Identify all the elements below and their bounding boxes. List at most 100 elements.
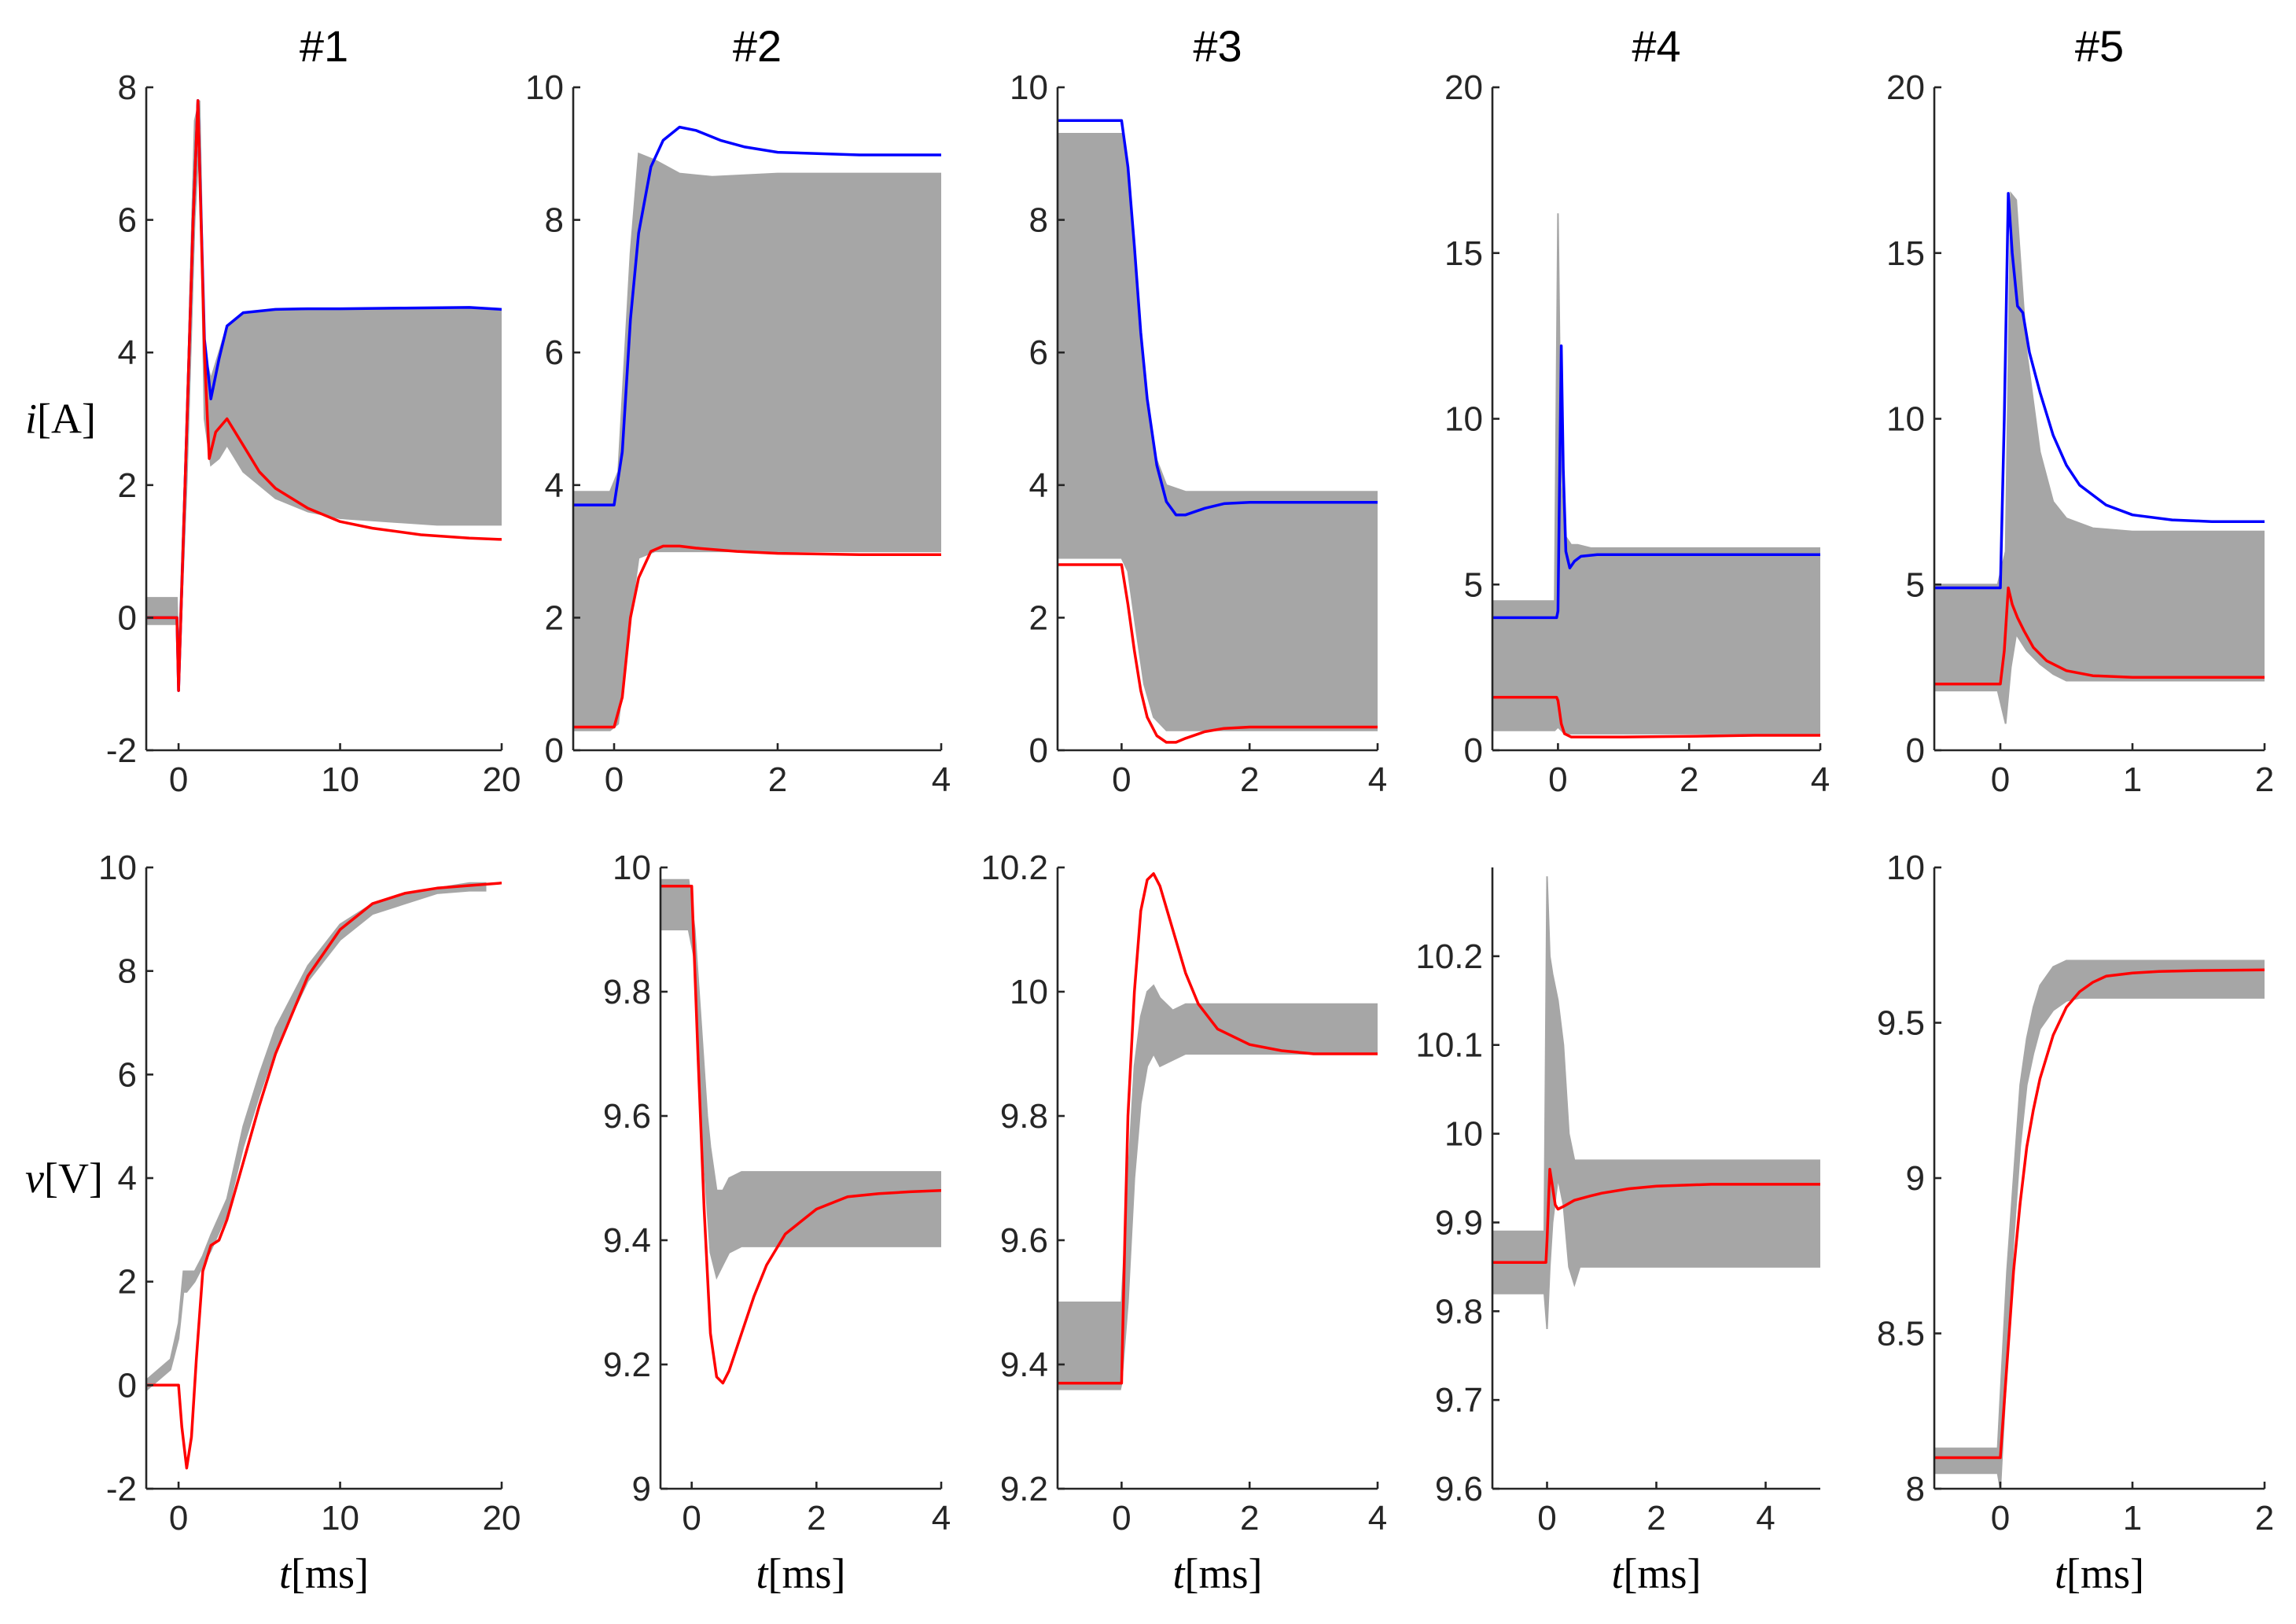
p3-voltage-x-tick-label: 0 bbox=[1112, 1499, 1131, 1537]
p4-current-y-tick-label: 0 bbox=[1464, 731, 1483, 770]
p2-voltage-y-tick-label: 10 bbox=[613, 849, 651, 887]
p4-voltage-panel: 0 2 4 9.6 9.7 9.8 9.9 10 10.1 10.2 t[ms] bbox=[1415, 867, 1820, 1597]
p1-current-y-label: i[A] bbox=[25, 396, 96, 443]
p4-current-x-tick-label: 0 bbox=[1548, 760, 1567, 799]
p2-voltage-lower-line bbox=[660, 884, 941, 1385]
p3-voltage-plot-area bbox=[1058, 872, 1378, 1390]
p1-voltage-y-tick-label: 8 bbox=[118, 952, 137, 991]
p3-current-title: #3 bbox=[1193, 21, 1242, 71]
p1-voltage-panel: 0 10 20 -2 0 2 4 6 8 10 t[ms] v[V] bbox=[25, 849, 521, 1597]
p2-current-x-tick-label: 0 bbox=[605, 760, 624, 799]
p3-voltage-y-tick-label: 9.2 bbox=[1000, 1470, 1048, 1508]
p1-current-panel: 0 10 20 -2 0 2 4 6 8 #1 i[A] bbox=[25, 21, 521, 799]
p2-current-y-tick-label: 8 bbox=[545, 201, 564, 240]
p5-voltage-y-tick-label: 10 bbox=[1886, 849, 1925, 887]
p4-voltage-y-tick-label: 9.6 bbox=[1435, 1470, 1483, 1508]
p3-voltage-y-tick-label: 9.6 bbox=[1000, 1221, 1048, 1260]
p3-current-plot-area bbox=[1058, 119, 1378, 744]
p2-current-title: #2 bbox=[733, 21, 782, 71]
p3-voltage-x-tick-label: 2 bbox=[1240, 1499, 1259, 1537]
p1-current-plot-area bbox=[146, 99, 502, 692]
p4-current-lower-line bbox=[1492, 695, 1820, 738]
p3-current-panel: 0 2 4 0 2 4 6 8 10 #3 bbox=[1010, 21, 1387, 799]
p1-current-y-tick-label: 0 bbox=[118, 598, 137, 637]
p4-current-y-tick-label: 10 bbox=[1444, 400, 1483, 439]
p1-voltage-lower-line bbox=[146, 882, 502, 1470]
p4-voltage-y-tick-label: 10.1 bbox=[1415, 1026, 1483, 1065]
p3-voltage-lower-line bbox=[1058, 872, 1378, 1385]
p1-voltage-y-tick-label: 0 bbox=[118, 1366, 137, 1405]
p5-voltage-y-tick-label: 8 bbox=[1906, 1470, 1925, 1508]
p2-voltage-y-tick-label: 9.2 bbox=[603, 1346, 651, 1384]
p2-voltage-y-tick-label: 9.4 bbox=[603, 1221, 651, 1260]
p3-voltage-envelope-band bbox=[1058, 984, 1378, 1390]
p2-current-y-tick-label: 2 bbox=[545, 598, 564, 637]
p4-voltage-envelope-band bbox=[1492, 876, 1820, 1329]
p2-voltage-x-tick-label: 4 bbox=[932, 1499, 951, 1537]
p5-current-y-tick-label: 15 bbox=[1886, 234, 1925, 273]
p2-voltage-plot-area bbox=[660, 878, 941, 1385]
p1-voltage-plot-area bbox=[146, 882, 502, 1470]
p3-voltage-y-tick-label: 10 bbox=[1010, 973, 1048, 1011]
p4-current-upper-line bbox=[1492, 344, 1820, 620]
p1-voltage-y-tick-label: 2 bbox=[118, 1263, 137, 1302]
p5-voltage-y-tick-label: 8.5 bbox=[1877, 1315, 1925, 1353]
p2-current-x-tick-label: 2 bbox=[768, 760, 787, 799]
p2-voltage-x-label: t[ms] bbox=[756, 1550, 846, 1597]
p4-voltage-plot-area bbox=[1492, 876, 1820, 1329]
p5-current-upper-line bbox=[1934, 192, 2265, 590]
p2-voltage-y-tick-label: 9 bbox=[632, 1470, 651, 1508]
p1-voltage-x-label: t[ms] bbox=[279, 1550, 369, 1597]
p4-current-x-tick-label: 4 bbox=[1811, 760, 1830, 799]
p1-voltage-y-tick-label: -2 bbox=[106, 1470, 137, 1508]
p4-voltage-y-tick-label: 10 bbox=[1444, 1115, 1483, 1154]
p5-current-y-tick-label: 20 bbox=[1886, 68, 1925, 107]
p3-current-envelope-band bbox=[1058, 133, 1378, 731]
p3-current-lower-line bbox=[1058, 563, 1378, 744]
p2-current-plot-area bbox=[573, 125, 941, 731]
p3-current-y-tick-label: 10 bbox=[1010, 68, 1048, 107]
p3-current-y-tick-label: 0 bbox=[1029, 731, 1048, 770]
p3-current-y-tick-label: 6 bbox=[1029, 333, 1048, 372]
p4-voltage-x-tick-label: 4 bbox=[1756, 1499, 1775, 1537]
p1-current-y-tick-label: -2 bbox=[106, 731, 137, 770]
p3-current-y-tick-label: 8 bbox=[1029, 201, 1048, 240]
p2-current-y-tick-label: 6 bbox=[545, 333, 564, 372]
p5-current-envelope-band bbox=[1934, 191, 2265, 724]
p4-current-x-tick-label: 2 bbox=[1680, 760, 1698, 799]
p4-voltage-x-label: t[ms] bbox=[1612, 1550, 1702, 1597]
p1-current-x-tick-label: 0 bbox=[169, 760, 188, 799]
p3-voltage-x-label: t[ms] bbox=[1173, 1550, 1263, 1597]
p1-voltage-y-tick-label: 10 bbox=[98, 849, 137, 887]
p5-voltage-lower-line bbox=[1934, 968, 2265, 1460]
p2-voltage-y-tick-label: 9.6 bbox=[603, 1097, 651, 1136]
p4-current-title: #4 bbox=[1632, 21, 1680, 71]
p1-voltage-envelope-band bbox=[146, 882, 487, 1392]
p5-voltage-x-tick-label: 1 bbox=[2123, 1499, 2142, 1537]
p4-current-envelope-band bbox=[1492, 213, 1820, 735]
p1-current-y-tick-label: 8 bbox=[118, 68, 137, 107]
p2-voltage-x-tick-label: 0 bbox=[682, 1499, 701, 1537]
p5-voltage-envelope-band bbox=[1934, 959, 2265, 1490]
p3-current-x-tick-label: 4 bbox=[1368, 760, 1387, 799]
p2-current-y-tick-label: 0 bbox=[545, 731, 564, 770]
p1-current-y-tick-label: 4 bbox=[118, 333, 137, 372]
p2-voltage-y-tick-label: 9.8 bbox=[603, 973, 651, 1011]
p5-current-y-tick-label: 10 bbox=[1886, 400, 1925, 439]
p1-voltage-y-tick-label: 6 bbox=[118, 1055, 137, 1094]
p5-voltage-x-label: t[ms] bbox=[2055, 1550, 2144, 1597]
p1-voltage-x-tick-label: 20 bbox=[483, 1499, 521, 1537]
p1-voltage-y-label: v[V] bbox=[25, 1154, 103, 1202]
p4-voltage-lower-line bbox=[1492, 1167, 1820, 1264]
p5-voltage-plot-area bbox=[1934, 959, 2265, 1490]
p5-voltage-x-tick-label: 2 bbox=[2255, 1499, 2274, 1537]
p3-current-y-tick-label: 4 bbox=[1029, 466, 1048, 505]
p5-current-lower-line bbox=[1934, 586, 2265, 686]
p4-current-plot-area bbox=[1492, 213, 1820, 738]
p2-current-x-tick-label: 4 bbox=[932, 760, 951, 799]
p4-voltage-y-tick-label: 9.8 bbox=[1435, 1292, 1483, 1331]
p2-current-y-tick-label: 4 bbox=[545, 466, 564, 505]
p5-voltage-panel: 0 1 2 8 8.5 9 9.5 10 t[ms] bbox=[1877, 849, 2274, 1597]
p5-current-y-tick-label: 0 bbox=[1906, 731, 1925, 770]
